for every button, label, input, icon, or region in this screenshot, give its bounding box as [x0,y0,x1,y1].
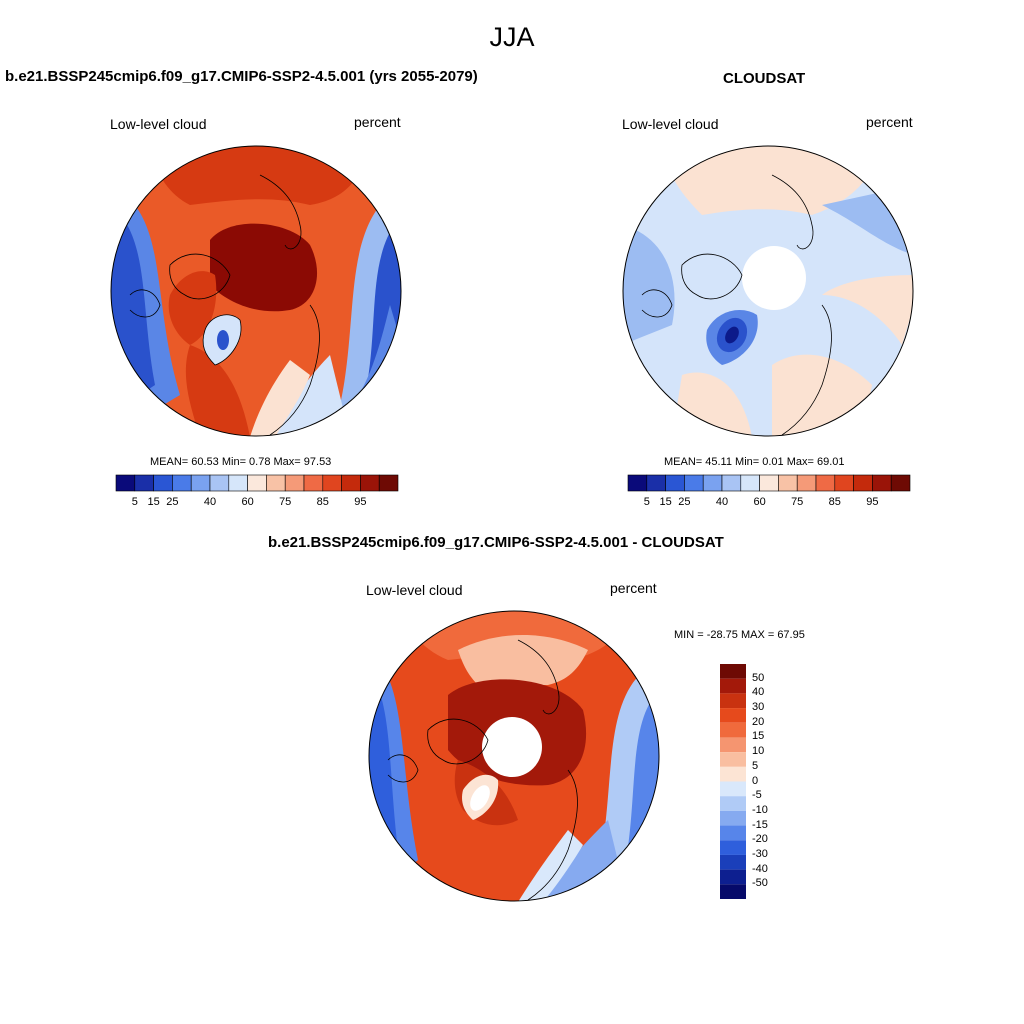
colorbar-swatch [209,474,230,492]
colorbar-tick-label: 15 [659,496,672,508]
colorbar-tick-label: 5 [131,496,138,508]
colorbar-tick-label: 75 [791,496,804,508]
panel-1-variable-label: Low-level cloud [110,116,207,132]
colorbar-tick-label: 5 [752,759,759,772]
panel-3-variable-label: Low-level cloud [366,582,463,598]
colorbar-swatch [172,474,192,492]
panel-1-title: b.e21.BSSP245cmip6.f09_g17.CMIP6-SSP2-4.… [5,68,478,85]
panel-3-colorbar [720,664,746,899]
colorbar-swatch [720,884,746,899]
colorbar-swatch [665,474,685,492]
colorbar-tick-label: 85 [316,496,329,508]
colorbar-swatch [740,474,760,492]
colorbar-tick-label: 40 [203,496,217,508]
colorbar-tick-label: -15 [752,818,768,831]
panel-2-units-label: percent [866,114,913,130]
colorbar-tick-label: 25 [166,496,179,508]
colorbar-tick-label: 15 [752,730,765,743]
colorbar-swatch [627,474,648,492]
colorbar-swatch [341,474,361,492]
colorbar-swatch [720,869,746,885]
colorbar-tick-label: -20 [752,833,768,846]
colorbar-swatch [702,474,723,492]
colorbar-swatch [778,474,798,492]
colorbar-swatch [720,664,746,679]
colorbar-swatch [153,474,173,492]
colorbar-tick-label: -10 [752,803,768,816]
colorbar-swatch [720,678,746,694]
colorbar-swatch [720,752,746,767]
colorbar-tick-label: 50 [752,671,765,684]
colorbar-tick-label: -40 [752,862,768,875]
colorbar-swatch [815,474,836,492]
colorbar-tick-label: 60 [753,496,766,508]
colorbar-swatch [853,474,873,492]
panel-3-stats: MIN = -28.75 MAX = 67.95 [674,629,805,641]
panel-1-stats: MEAN= 60.53 Min= 0.78 Max= 97.53 [150,456,332,468]
colorbar-tick-label: 15 [147,496,160,508]
colorbar-swatch [720,840,746,855]
colorbar-tick-label: 5 [643,496,650,508]
panel-2-stats: MEAN= 45.11 Min= 0.01 Max= 69.01 [664,456,845,468]
colorbar-swatch [720,708,746,723]
colorbar-tick-label: -30 [752,847,768,860]
colorbar-swatch [796,474,817,492]
colorbar-swatch [247,474,267,492]
colorbar-tick-label: 30 [752,701,765,714]
colorbar-tick-label: 25 [678,496,691,508]
colorbar-swatch [720,796,746,811]
colorbar-swatch [872,474,892,492]
colorbar-swatch [134,474,154,492]
panel-2-polar-map [622,145,914,437]
page-title: JJA [489,22,535,52]
panel-1-units-label: percent [354,114,401,130]
colorbar-tick-label: 85 [828,496,841,508]
colorbar-swatch [720,722,746,738]
colorbar-tick-label: 40 [752,686,765,699]
colorbar-swatch [303,474,324,492]
colorbar-tick-label: 20 [752,715,765,728]
panel-2-title: CLOUDSAT [723,70,806,87]
panel-3-units-label: percent [610,580,657,596]
panel-3-polar-map [368,610,660,902]
colorbar-swatch [360,474,380,492]
colorbar-tick-label: 60 [241,496,254,508]
colorbar-swatch [322,474,342,492]
colorbar-tick-label: 10 [752,745,765,758]
panel-1-polar-map [110,145,402,437]
colorbar-swatch [720,825,746,841]
colorbar-tick-label: 95 [866,496,879,508]
colorbar-tick-label: 40 [715,496,729,508]
colorbar-swatch [720,693,746,709]
colorbar-tick-label: 75 [279,496,292,508]
colorbar-swatch [266,474,286,492]
panel-2-variable-label: Low-level cloud [622,116,719,132]
colorbar-swatch [378,474,399,492]
colorbar-swatch [720,810,746,826]
colorbar-swatch [720,766,746,782]
colorbar-tick-label: -5 [752,789,762,802]
colorbar-tick-label: -50 [752,877,768,890]
colorbar-swatch [720,737,746,753]
colorbar-swatch [190,474,211,492]
colorbar-swatch [759,474,779,492]
colorbar-swatch [720,781,746,797]
colorbar-swatch [646,474,666,492]
colorbar-swatch [721,474,742,492]
panel-2-colorbar-ticks: 5 15 25 40 60 75 85 95 [628,496,910,510]
colorbar-swatch [890,474,911,492]
colorbar-swatch [284,474,305,492]
colorbar-tick-label: 0 [752,774,759,787]
panel-2-colorbar [627,474,911,492]
colorbar-tick-label: 95 [354,496,367,508]
colorbar-swatch [684,474,704,492]
panel-3-colorbar-ticks: 50 40 30 20 15 10 5 0 -5 -10 -15 -20 -30 -40 -50 [750,664,790,899]
colorbar-swatch [228,474,248,492]
colorbar-swatch [115,474,136,492]
panel-3-title: b.e21.BSSP245cmip6.f09_g17.CMIP6-SSP2-4.… [268,534,724,551]
colorbar-swatch [720,854,746,870]
panel-1-colorbar-ticks: 5 15 25 40 60 75 85 95 [116,496,398,510]
panel-1-colorbar [115,474,399,492]
colorbar-swatch [834,474,854,492]
